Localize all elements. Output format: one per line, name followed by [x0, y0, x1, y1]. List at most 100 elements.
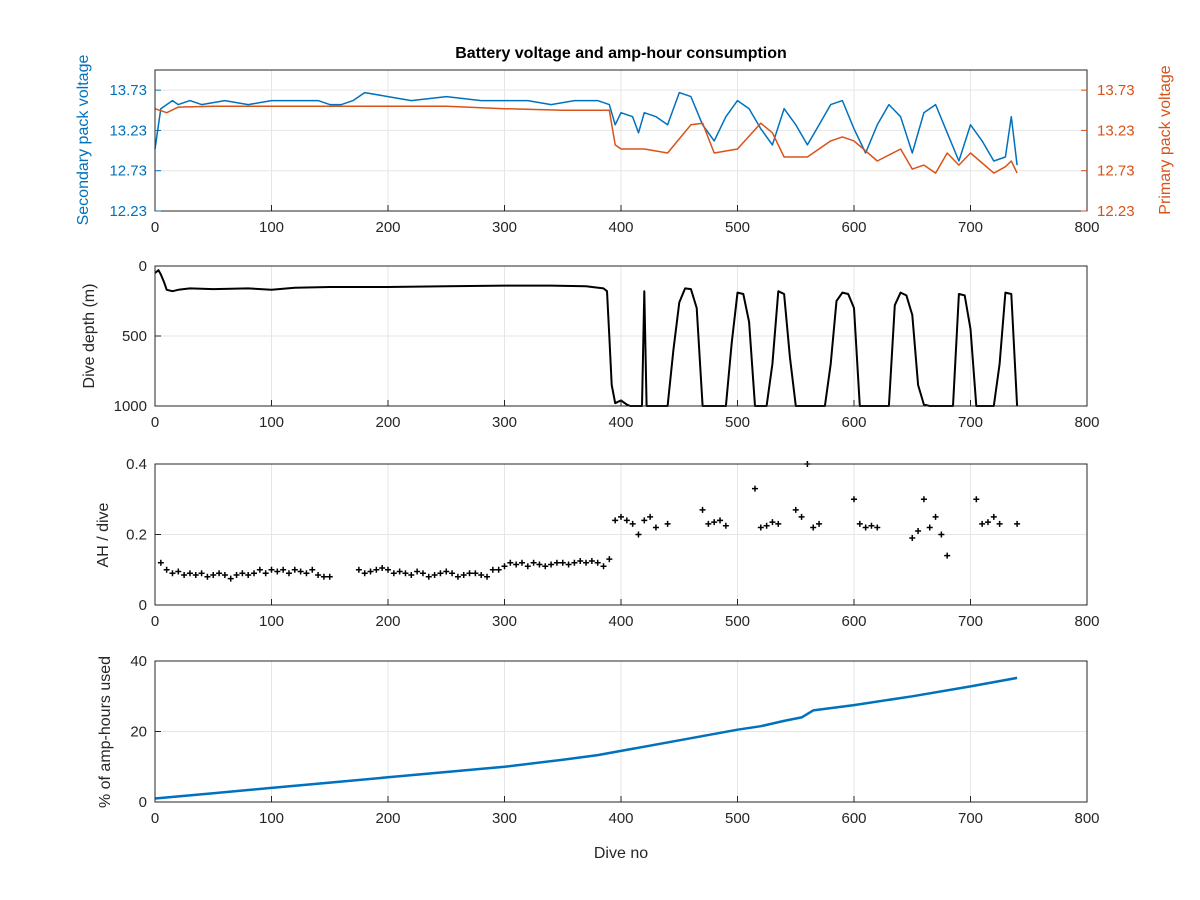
voltage-right-y-ticks: 12.23 12.73 13.23 13.73	[1081, 82, 1135, 220]
ah-point	[722, 522, 729, 529]
y-tick-label: 1000	[114, 398, 147, 415]
ah-point	[623, 517, 630, 524]
ah-point	[979, 520, 986, 527]
y-tick-label: 13.73	[1097, 82, 1135, 99]
percent-axis-label: % of amp-hours used	[97, 656, 114, 808]
secondary-voltage-axis-label: Secondary pack voltage	[75, 55, 92, 226]
ah-point	[524, 563, 531, 570]
x-axis-label: Dive no	[594, 845, 648, 862]
ah-point	[449, 570, 456, 577]
ah-point	[868, 522, 875, 529]
x-tick-label: 500	[725, 219, 750, 236]
ah-point	[647, 513, 654, 520]
x-tick-label: 700	[958, 613, 983, 630]
ah-point	[198, 570, 205, 577]
y-tick-label: 13.23	[109, 122, 147, 139]
y-tick-label: 12.23	[109, 203, 147, 220]
percent-used-line	[154, 676, 1018, 800]
ah-point	[221, 572, 228, 579]
y-tick-label: 0	[139, 597, 147, 614]
y-tick-label: 12.23	[1097, 203, 1135, 220]
ah-point	[792, 506, 799, 513]
y-tick-label: 12.73	[109, 163, 147, 180]
x-tick-label: 500	[725, 810, 750, 827]
x-tick-label: 400	[608, 414, 633, 431]
voltage-x-ticks: 0 100 200 300 400 500 600 700 800	[151, 205, 1100, 236]
ah-point	[915, 527, 922, 534]
ah-point	[233, 572, 240, 579]
ah-point	[629, 520, 636, 527]
voltage-subplot: 0 100 200 300 400 500 600 700 800 12.23 12.73 13.2…	[75, 45, 1174, 236]
ah-point	[484, 573, 491, 580]
ah-point	[396, 568, 403, 575]
ah-point	[652, 524, 659, 531]
ah-point	[699, 506, 706, 513]
x-tick-label: 500	[725, 613, 750, 630]
chart-title: Battery voltage and amp-hour consumption	[455, 45, 787, 62]
percent-used-subplot: 0 100 200 300 400 500 600 700 800 0 20 40 % of amp…	[97, 653, 1100, 862]
x-tick-label: 600	[841, 810, 866, 827]
ah-point	[186, 570, 193, 577]
x-tick-label: 0	[151, 219, 159, 236]
ah-point	[553, 559, 560, 566]
ah-x-ticks: 0 100 200 300 400 500 600 700 800	[151, 599, 1100, 630]
ah-point	[973, 496, 980, 503]
ah-point	[635, 531, 642, 538]
ah-point	[379, 564, 386, 571]
voltage-left-y-ticks: 12.23 12.73 13.23 13.73	[109, 82, 161, 220]
ah-point	[367, 568, 374, 575]
x-tick-label: 300	[492, 810, 517, 827]
ah-point	[542, 563, 549, 570]
ah-point	[478, 572, 485, 579]
percent-x-ticks: 0 100 200 300 400 500 600 700 800	[151, 796, 1100, 827]
ah-point	[606, 556, 613, 563]
ah-point	[711, 519, 718, 526]
ah-point	[361, 570, 368, 577]
depth-axis-label: Dive depth (m)	[81, 284, 98, 389]
ah-point	[466, 570, 473, 577]
ah-point	[245, 572, 252, 579]
ah-point	[984, 519, 991, 526]
y-tick-label: 0.4	[126, 456, 147, 473]
ah-point	[169, 570, 176, 577]
ah-point	[926, 524, 933, 531]
ah-point	[757, 524, 764, 531]
ah-point	[990, 513, 997, 520]
depth-x-ticks: 0 100 200 300 400 500 600 700 800	[151, 400, 1100, 431]
x-tick-label: 400	[608, 810, 633, 827]
ah-point	[775, 520, 782, 527]
ah-point	[419, 570, 426, 577]
ah-point	[443, 568, 450, 575]
ah-point	[163, 566, 170, 573]
ah-point	[175, 568, 182, 575]
ah-point	[856, 520, 863, 527]
ah-point	[402, 570, 409, 577]
ah-point	[227, 575, 234, 582]
ah-point	[454, 573, 461, 580]
ah-point	[192, 572, 199, 579]
x-tick-label: 100	[259, 219, 284, 236]
ah-point	[565, 561, 572, 568]
x-tick-label: 600	[841, 414, 866, 431]
x-tick-label: 600	[841, 613, 866, 630]
dive-depth-line	[154, 269, 1019, 407]
x-tick-label: 800	[1074, 219, 1099, 236]
voltage-series	[154, 91, 1018, 174]
ah-point	[705, 520, 712, 527]
x-tick-label: 700	[958, 219, 983, 236]
ah-point	[583, 559, 590, 566]
ah-point	[717, 517, 724, 524]
ah-point	[1014, 520, 1021, 527]
ah-point	[414, 568, 421, 575]
ah-point	[204, 573, 211, 580]
ah-point	[210, 572, 217, 579]
ah-point	[810, 524, 817, 531]
ah-point	[571, 559, 578, 566]
y-tick-label: 500	[122, 328, 147, 345]
ah-point	[239, 570, 246, 577]
x-tick-label: 100	[259, 414, 284, 431]
ah-point	[548, 561, 555, 568]
ah-point	[157, 559, 164, 566]
ah-point	[303, 570, 310, 577]
ah-point	[320, 573, 327, 580]
